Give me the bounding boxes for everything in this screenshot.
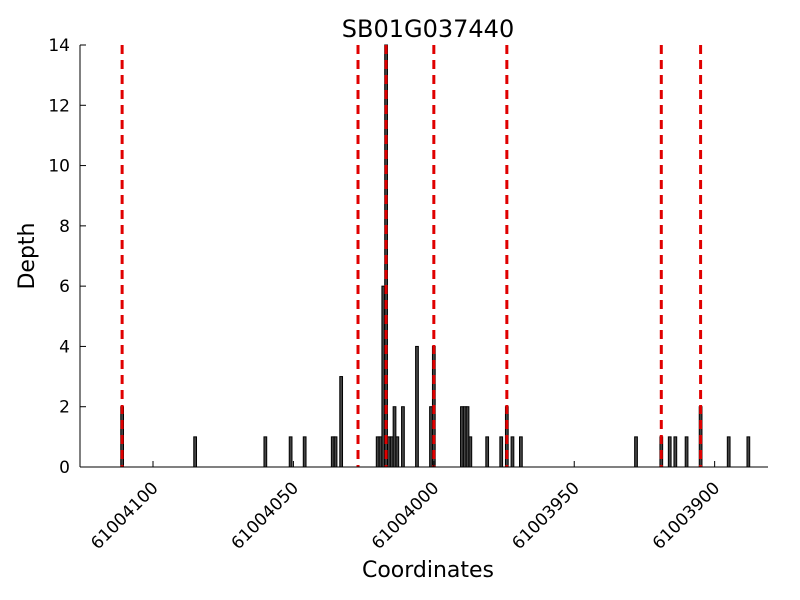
depth-bar [193,436,198,468]
bar-series [120,44,751,468]
y-tick-label: 12 [48,96,70,116]
depth-bar [634,436,638,468]
marker-lines [120,45,703,467]
y-tick-label: 8 [59,217,70,237]
depth-bar [333,436,338,468]
depth-bar [519,436,523,468]
depth-bar [468,436,473,468]
depth-bar [415,345,419,468]
x-tick-label: 61003950 [508,478,583,553]
depth-bar [746,436,751,468]
chart-title: SB01G037440 [342,15,514,43]
depth-bar [684,436,689,468]
depth-bar [302,436,307,468]
x-tick-label: 61003900 [649,478,724,553]
y-tick-label: 0 [59,458,70,478]
depth-bar [395,436,400,468]
y-tick-label: 10 [48,157,70,177]
x-axis-label: Coordinates [362,558,494,583]
depth-bar [263,436,268,468]
x-tick-label: 61004100 [87,478,162,553]
y-tick-label: 14 [48,36,70,56]
depth-bar [667,436,672,468]
depth-bar [288,436,293,468]
y-tick-label: 6 [59,277,70,297]
y-axis-ticks: 0 2 4 6 8 10 12 14 [48,36,86,478]
y-tick-label: 2 [59,398,70,418]
axes [79,45,768,468]
depth-bar [499,436,504,468]
depth-bar [401,406,405,468]
x-axis-ticks: 61004100 61004050 61004000 61003950 61003900 [87,461,724,554]
y-tick-label: 4 [59,337,70,357]
depth-bar [673,436,678,468]
depth-bar [339,376,344,468]
depth-bar [510,436,515,468]
y-axis-label: Depth [15,222,40,289]
depth-bar [726,436,731,468]
x-tick-label: 61004050 [228,478,303,553]
depth-bar [485,436,490,468]
x-tick-label: 61004000 [368,478,443,553]
